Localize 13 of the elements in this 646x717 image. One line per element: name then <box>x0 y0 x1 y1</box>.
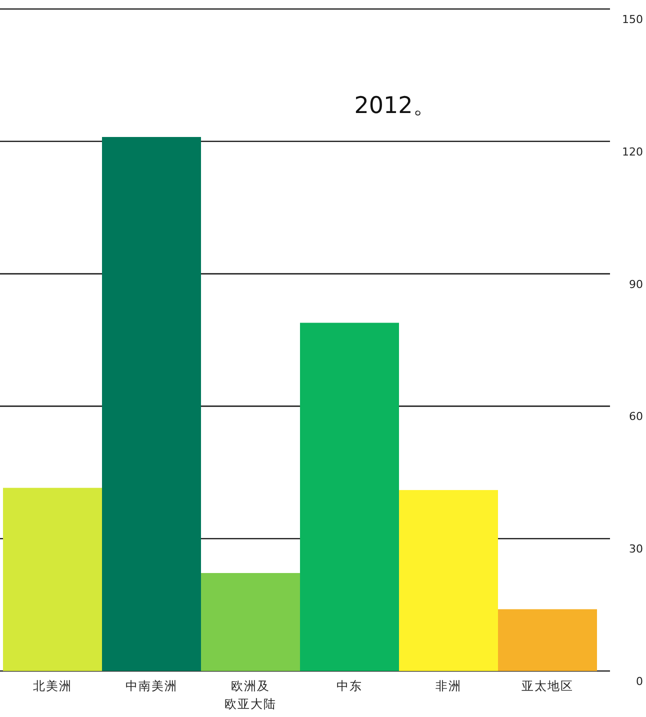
y-tick-label: 0 <box>636 675 643 688</box>
y-tick-label: 30 <box>629 542 643 556</box>
x-tick-label: 北美洲 <box>33 679 72 693</box>
y-tick-label: 120 <box>622 145 643 158</box>
annotation: 2012。 <box>354 93 436 119</box>
x-tick-label: 中南美洲 <box>126 679 178 693</box>
x-tick-label: 欧洲及欧亚大陆 <box>224 679 276 711</box>
x-tick-label: 中东 <box>336 679 362 693</box>
x-tick-label: 非洲 <box>436 679 462 693</box>
y-tick-label: 150 <box>622 13 643 26</box>
y-tick-label: 60 <box>629 410 643 424</box>
y-tick-label: 90 <box>629 278 643 291</box>
x-tick-label: 亚太地区 <box>522 679 574 693</box>
